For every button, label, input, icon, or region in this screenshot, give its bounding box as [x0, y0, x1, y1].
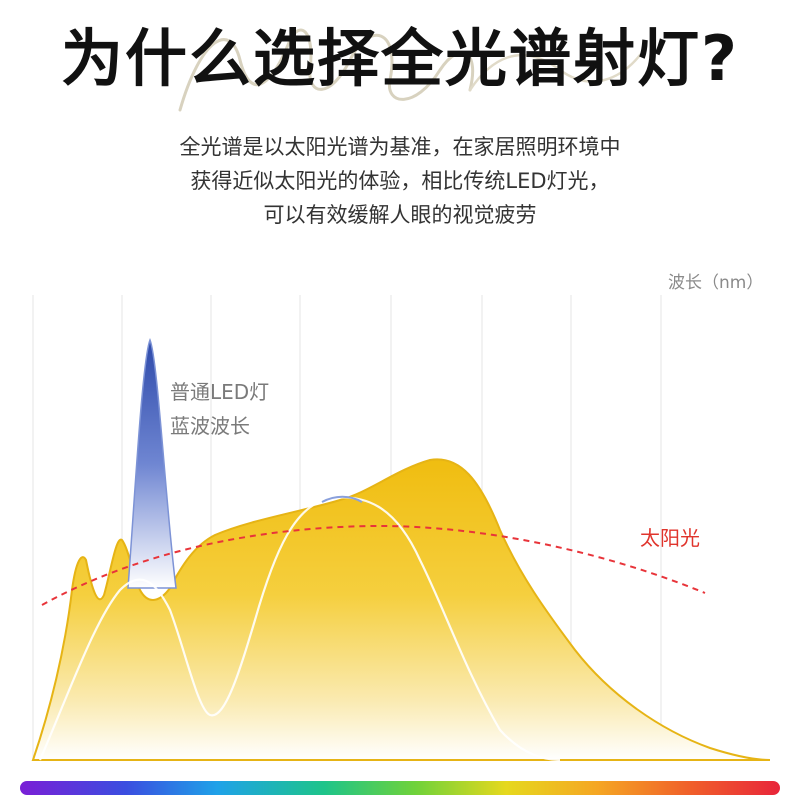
led-label-line-1: 普通LED灯	[170, 380, 270, 404]
description-line-3: 可以有效缓解人眼的视觉疲劳	[263, 203, 537, 227]
fullspectrum-area	[31, 458, 771, 761]
sunlight-curve	[41, 524, 706, 606]
sunlight-label: 太阳光	[640, 526, 700, 550]
led-label-line-2: 蓝波波长	[170, 414, 250, 438]
description: 全光谱是以太阳光谱为基准，在家居照明环境中 获得近似太阳光的体验，相比传统LED…	[0, 130, 800, 232]
decorative-script-graphic	[178, 28, 642, 112]
spectrum-chart	[31, 295, 771, 762]
led-blue-peak	[127, 337, 177, 589]
description-line-2: 获得近似太阳光的体验，相比传统LED灯光，	[190, 169, 610, 193]
page-title: 为什么选择全光谱射灯?	[61, 22, 739, 95]
spectrum-rainbow-bar	[20, 781, 780, 795]
led-annotation: 普通LED灯 蓝波波长	[170, 375, 269, 443]
wavelength-unit-label: 波长（nm）	[668, 273, 764, 293]
reference-curve-blue-cap	[321, 495, 363, 503]
description-line-1: 全光谱是以太阳光谱为基准，在家居照明环境中	[179, 135, 621, 159]
reference-curve	[38, 496, 561, 762]
